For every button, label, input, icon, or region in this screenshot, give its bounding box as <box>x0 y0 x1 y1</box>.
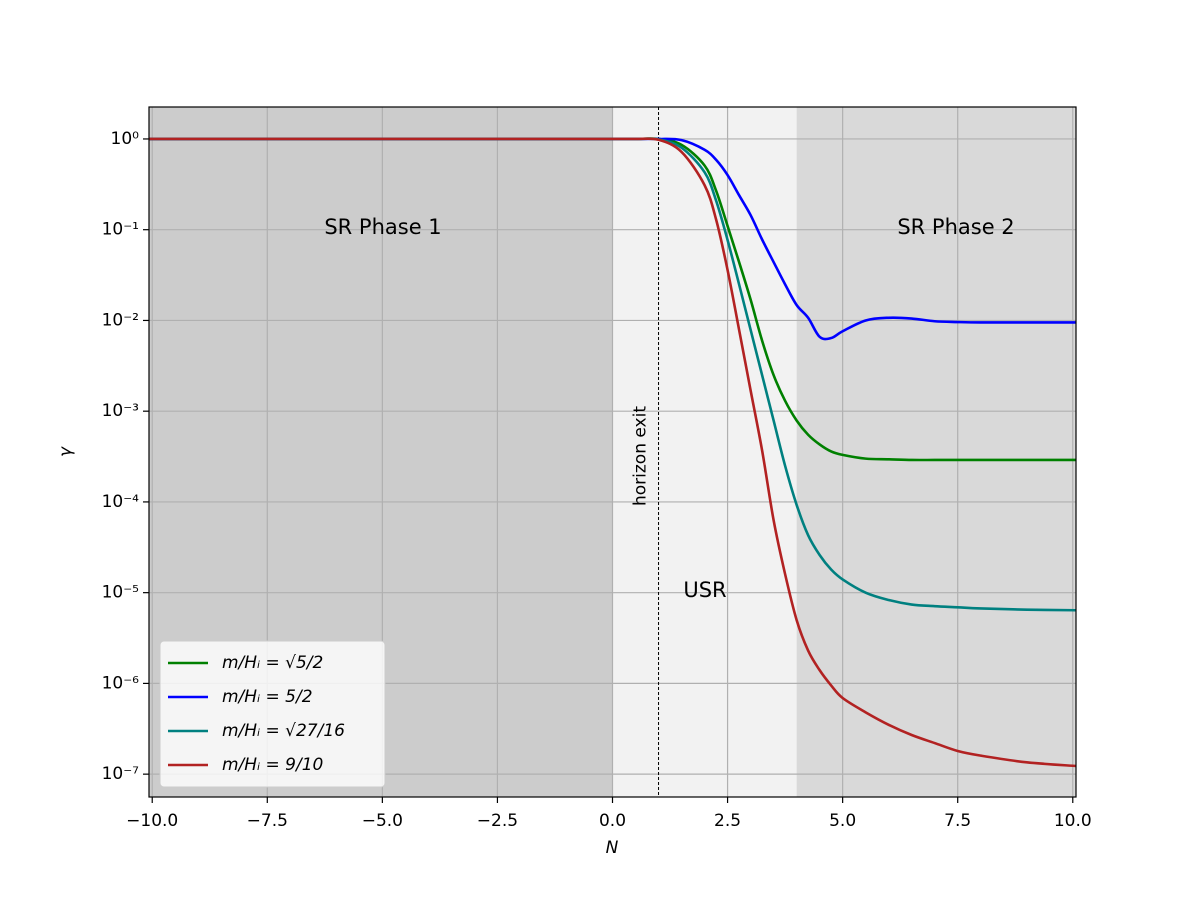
x-tick-label: 10.0 <box>1054 811 1092 831</box>
legend-label: m/Hᵢ = 5/2 <box>222 687 313 707</box>
y-tick-label: 10⁻⁶ <box>102 673 140 693</box>
legend-box <box>159 640 386 788</box>
x-tick-label: 2.5 <box>714 811 741 831</box>
x-tick-label: 5.0 <box>829 811 856 831</box>
x-tick-label: −10.0 <box>126 811 178 831</box>
y-tick-label: 10⁻⁷ <box>102 764 140 784</box>
x-tick-label: −5.0 <box>362 811 403 831</box>
x-tick-label: 7.5 <box>944 811 971 831</box>
x-tick-label: 0.0 <box>599 811 626 831</box>
horizon-label: horizon exit <box>631 406 651 506</box>
data-line <box>149 137 1076 768</box>
legend: m/Hᵢ = √5/2 m/Hᵢ = 5/2 m/Hᵢ = √27/16 m/Hᵢ =… <box>159 640 386 788</box>
y-tick-label: 10⁻³ <box>102 401 139 421</box>
y-tick-label: 10⁻⁵ <box>102 583 139 603</box>
x-tick-label: −7.5 <box>247 811 288 831</box>
y-tick-label: 10⁻¹ <box>102 220 139 240</box>
y-tick-label: 10⁰ <box>111 129 140 149</box>
legend-label: m/Hᵢ = √27/16 <box>222 721 345 741</box>
region <box>612 107 797 797</box>
legend-label: m/Hᵢ = √5/2 <box>222 653 323 673</box>
axes-frame <box>148 106 1077 798</box>
y-axis-label: γ <box>56 446 76 457</box>
y-tick-label: 10⁻⁴ <box>102 492 140 512</box>
y-tick-label: 10⁻² <box>102 310 139 330</box>
region-label: USR <box>683 578 726 602</box>
region-label: SR Phase 1 <box>324 215 441 239</box>
x-axis-label: N <box>606 838 619 858</box>
legend-label: m/Hᵢ = 9/10 <box>222 755 323 775</box>
region-label: SR Phase 2 <box>897 215 1014 239</box>
x-tick-label: −2.5 <box>477 811 518 831</box>
